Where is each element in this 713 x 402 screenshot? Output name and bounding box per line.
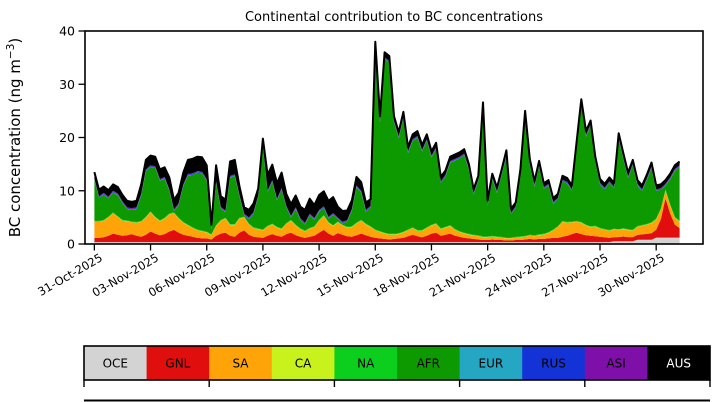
y-tick-label: 10 [59, 183, 75, 198]
x-axis-ticks: 31-Oct-202503-Nov-202506-Nov-202509-Nov-… [35, 244, 667, 300]
area-oce [94, 237, 680, 244]
legend-label-sa: SA [232, 357, 249, 371]
stacked-areas [94, 41, 680, 244]
legend-label-oce: OCE [103, 357, 128, 371]
legend-swatch-oce [84, 346, 148, 380]
legend-frame [83, 345, 711, 381]
y-tick-label: 30 [59, 77, 75, 92]
legend-swatch-na [334, 346, 398, 380]
area-afr [94, 48, 680, 238]
legend-swatch-aus [647, 346, 711, 380]
legend-label-asi: ASI [606, 357, 625, 371]
legend-swatch-asi [584, 346, 648, 380]
legend-label-na: NA [357, 357, 375, 371]
legend-swatch-gnl [146, 346, 210, 380]
legend-label-rus: RUS [541, 357, 566, 371]
y-tick-label: 40 [59, 24, 75, 39]
y-axis-ticks: 0 10 20 30 40 [59, 24, 85, 252]
y-axis-label-text: BC concentration (ng m [6, 59, 24, 237]
legend-swatch-sa [209, 346, 273, 380]
legend-swatch-rus [522, 346, 586, 380]
legend-swatch-afr [397, 346, 461, 380]
total-concentration-line [93, 40, 681, 226]
y-axis-label-close: ) [6, 38, 24, 44]
legend-colorbar: OCE GNL SA CA NA AFR EUR RUS ASI AUS [83, 345, 711, 402]
legend-swatch-ca [271, 346, 335, 380]
y-tick-label: 20 [59, 130, 75, 145]
chart-title: Continental contribution to BC concentra… [245, 10, 543, 25]
legend-label-gnl: GNL [165, 357, 190, 371]
legend-label-aus: AUS [666, 357, 691, 371]
y-tick-label: 0 [67, 237, 75, 252]
legend-swatch-eur [459, 346, 523, 380]
legend-label-eur: EUR [479, 357, 504, 371]
y-axis-label-exponent: −3 [5, 44, 17, 59]
area-sa [94, 190, 680, 241]
legend-label-ca: CA [295, 357, 312, 371]
y-axis-label: BC concentration (ng m−3) [5, 38, 24, 238]
total-line [93, 40, 681, 226]
legend-label-afr: AFR [417, 357, 440, 371]
area-gnl [94, 198, 680, 243]
